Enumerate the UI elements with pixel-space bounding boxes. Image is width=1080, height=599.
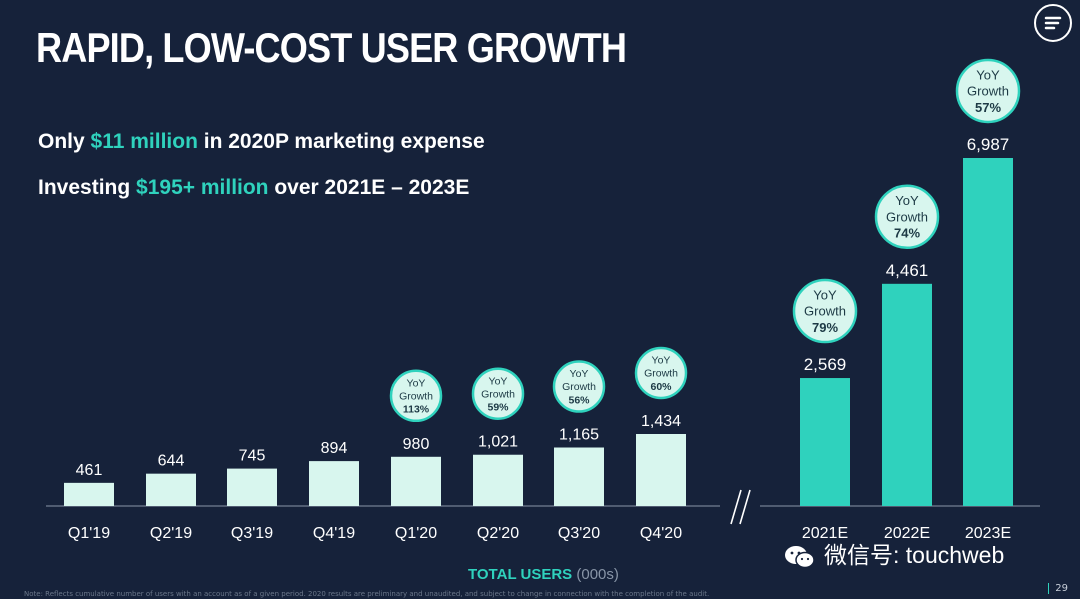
caption-unit: (000s) bbox=[572, 566, 619, 583]
bar bbox=[146, 473, 196, 506]
axis-break-mark bbox=[739, 489, 751, 525]
yoy-value: 74% bbox=[894, 226, 920, 241]
tick-label: Q2'20 bbox=[477, 525, 519, 542]
bar bbox=[882, 283, 932, 506]
bar bbox=[800, 378, 850, 506]
yoy-label: Growth bbox=[481, 388, 515, 400]
axis-break-mark bbox=[730, 489, 742, 525]
bar bbox=[473, 454, 523, 506]
bar bbox=[554, 447, 604, 506]
yoy-label: YoY bbox=[652, 355, 671, 367]
page-title: RAPID, LOW-COST USER GROWTH bbox=[36, 24, 627, 71]
yoy-label: YoY bbox=[570, 368, 589, 380]
line-text: in 2020P marketing expense bbox=[197, 130, 485, 153]
yoy-label: Growth bbox=[804, 304, 846, 319]
data-label: 461 bbox=[76, 462, 103, 479]
yoy-label: Growth bbox=[644, 368, 678, 380]
data-label: 1,165 bbox=[559, 427, 599, 444]
data-label: 2,569 bbox=[804, 355, 847, 374]
yoy-label: YoY bbox=[489, 375, 508, 387]
yoy-value: 59% bbox=[487, 402, 509, 414]
bar bbox=[636, 434, 686, 506]
yoy-bubble bbox=[552, 360, 606, 413]
data-label: 894 bbox=[321, 440, 348, 457]
yoy-bubble bbox=[792, 278, 858, 344]
yoy-label: Growth bbox=[562, 381, 596, 393]
investment-line: Investing $195+ million over 2021E – 202… bbox=[38, 176, 469, 200]
line-text: Only bbox=[38, 130, 91, 153]
yoy-label: Growth bbox=[399, 390, 433, 402]
yoy-value: 113% bbox=[403, 404, 430, 416]
marketing-expense-line: Only $11 million in 2020P marketing expe… bbox=[38, 130, 485, 154]
watermark-text: 微信号: touchweb bbox=[824, 542, 1005, 568]
data-label: 644 bbox=[158, 453, 185, 470]
yoy-value: 60% bbox=[650, 381, 672, 393]
tick-label: Q1'20 bbox=[395, 525, 437, 542]
yoy-label: Growth bbox=[967, 84, 1009, 99]
yoy-value: 57% bbox=[975, 100, 1001, 115]
yoy-bubble bbox=[955, 58, 1021, 124]
data-label: 980 bbox=[403, 436, 430, 453]
tick-label: Q3'19 bbox=[231, 525, 273, 542]
yoy-value: 79% bbox=[812, 320, 838, 335]
yoy-label: YoY bbox=[407, 377, 426, 389]
bar bbox=[227, 468, 277, 506]
tick-label: Q4'20 bbox=[640, 525, 682, 542]
bar bbox=[309, 461, 359, 506]
yoy-label: YoY bbox=[895, 193, 919, 208]
tick-label: 2023E bbox=[965, 525, 1011, 542]
tick-label: Q2'19 bbox=[150, 525, 192, 542]
tick-label: 2022E bbox=[884, 525, 930, 542]
wechat-icon bbox=[784, 544, 816, 570]
bar bbox=[64, 482, 114, 506]
tick-label: Q4'19 bbox=[313, 525, 355, 542]
yoy-label: Growth bbox=[886, 209, 928, 224]
chart-caption: TOTAL USERS (000s) bbox=[468, 566, 619, 583]
yoy-value: 56% bbox=[568, 394, 590, 406]
yoy-bubble bbox=[389, 369, 443, 423]
page-number: 29 bbox=[1048, 583, 1068, 594]
data-label: 1,434 bbox=[641, 413, 681, 430]
line-text: over 2021E – 2023E bbox=[268, 176, 470, 199]
yoy-bubble bbox=[634, 346, 688, 400]
watermark: 微信号: touchweb bbox=[784, 536, 1004, 570]
footnote: Note: Reflects cumulative number of user… bbox=[24, 590, 710, 598]
logo-icon bbox=[1034, 4, 1072, 42]
bar bbox=[963, 158, 1013, 506]
highlight-amount: $195+ million bbox=[136, 176, 269, 199]
caption-title: TOTAL USERS bbox=[468, 566, 573, 583]
data-label: 1,021 bbox=[478, 434, 518, 451]
highlight-amount: $11 million bbox=[90, 130, 198, 153]
yoy-bubble bbox=[874, 184, 940, 250]
yoy-label: YoY bbox=[976, 67, 1000, 82]
tick-label: Q3'20 bbox=[558, 525, 600, 542]
bar bbox=[391, 456, 441, 506]
yoy-label: YoY bbox=[813, 287, 837, 302]
data-label: 6,987 bbox=[967, 135, 1010, 154]
data-label: 745 bbox=[239, 448, 266, 465]
tick-label: 2021E bbox=[802, 525, 848, 542]
data-label: 4,461 bbox=[886, 261, 929, 280]
tick-label: Q1'19 bbox=[68, 525, 110, 542]
yoy-bubble bbox=[471, 367, 525, 420]
line-text: Investing bbox=[38, 176, 137, 199]
